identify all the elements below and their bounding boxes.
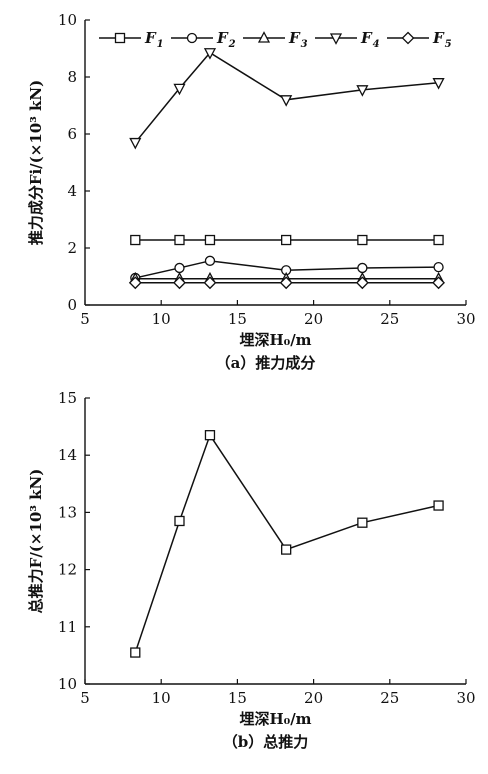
y-axis-label: 总推力F/(×10³ kN) <box>27 469 45 614</box>
x-tick-label: 20 <box>304 310 323 328</box>
x-tick-label: 25 <box>380 310 399 328</box>
series-line <box>134 433 439 653</box>
legend-label: F1 <box>144 29 164 50</box>
x-axis-label: 埋深H₀/m <box>239 331 311 349</box>
x-axis-label: 埋深H₀/m <box>239 710 311 728</box>
legend-marker <box>114 32 126 44</box>
y-tick-label: 15 <box>58 389 77 407</box>
y-tick-label: 11 <box>58 618 77 636</box>
y-tick-label: 12 <box>58 561 77 579</box>
series-f5 <box>128 276 445 290</box>
series-0 <box>130 430 444 658</box>
data-point <box>204 255 216 266</box>
legend-subscript: 5 <box>445 39 452 50</box>
legend: F1 F2 F3 F4 F5 <box>99 29 452 50</box>
y-tick-label: 6 <box>67 125 77 143</box>
x-tick-label: 20 <box>304 689 323 707</box>
data-point <box>204 430 216 441</box>
data-point <box>355 276 369 290</box>
legend-subscript: 2 <box>228 39 236 50</box>
legend-label: F5 <box>432 29 452 50</box>
legend-marker <box>186 32 198 44</box>
data-point <box>281 544 292 555</box>
data-point <box>433 500 444 511</box>
legend-label: F2 <box>216 29 236 50</box>
x-tick-label: 15 <box>228 689 247 707</box>
data-point <box>128 276 142 290</box>
data-point <box>130 647 141 658</box>
y-tick-label: 10 <box>58 11 77 29</box>
chart-caption: （b）总推力 <box>223 733 309 751</box>
data-point <box>281 234 292 246</box>
data-point <box>174 234 185 246</box>
y-axis-label: 推力成分Fi/(×10³ kN) <box>27 80 45 245</box>
data-point <box>357 234 368 246</box>
data-point <box>173 83 186 96</box>
y-tick-label: 13 <box>58 503 77 521</box>
data-point <box>433 234 444 246</box>
data-point <box>356 85 369 97</box>
x-tick-label: 30 <box>456 689 475 707</box>
data-point <box>174 515 185 527</box>
data-point <box>279 276 293 290</box>
data-point <box>280 95 293 107</box>
legend-marker <box>329 33 343 45</box>
y-tick-label: 2 <box>67 239 77 257</box>
legend-marker <box>401 31 415 45</box>
data-point <box>204 234 216 246</box>
data-point <box>173 276 186 290</box>
series-f4 <box>129 48 445 150</box>
data-point <box>357 517 368 528</box>
data-point <box>203 48 217 60</box>
y-tick-label: 10 <box>58 675 77 693</box>
x-tick-label: 10 <box>152 689 171 707</box>
legend-subscript: 4 <box>373 39 380 50</box>
series-line <box>135 260 439 279</box>
data-point <box>433 261 444 273</box>
y-tick-label: 4 <box>67 182 77 200</box>
legend-subscript: 1 <box>157 39 164 50</box>
series-line <box>134 51 439 144</box>
data-point <box>130 234 141 246</box>
data-point <box>432 78 445 90</box>
x-tick-label: 10 <box>152 310 171 328</box>
data-point <box>357 262 368 274</box>
x-tick-label: 25 <box>380 689 399 707</box>
x-tick-label: 5 <box>80 689 90 707</box>
x-tick-label: 15 <box>228 310 247 328</box>
y-tick-label: 14 <box>58 446 77 464</box>
chart-caption: （a）推力成分 <box>216 354 316 372</box>
x-tick-label: 5 <box>80 310 90 328</box>
legend-marker <box>257 31 271 43</box>
legend-label: F3 <box>288 29 308 50</box>
data-point <box>432 276 445 290</box>
legend-label: F4 <box>360 29 380 50</box>
data-point <box>174 262 185 274</box>
data-point <box>203 276 217 290</box>
y-tick-label: 0 <box>67 296 77 314</box>
legend-subscript: 3 <box>301 39 308 50</box>
data-point <box>129 137 142 150</box>
chart-total-thrust: 5 10 15 20 25 30101112131415埋深H₀/m总推力F/(×10³ … <box>27 389 476 751</box>
y-tick-label: 8 <box>67 68 77 86</box>
series-f1 <box>130 234 444 246</box>
x-tick-label: 30 <box>456 310 475 328</box>
